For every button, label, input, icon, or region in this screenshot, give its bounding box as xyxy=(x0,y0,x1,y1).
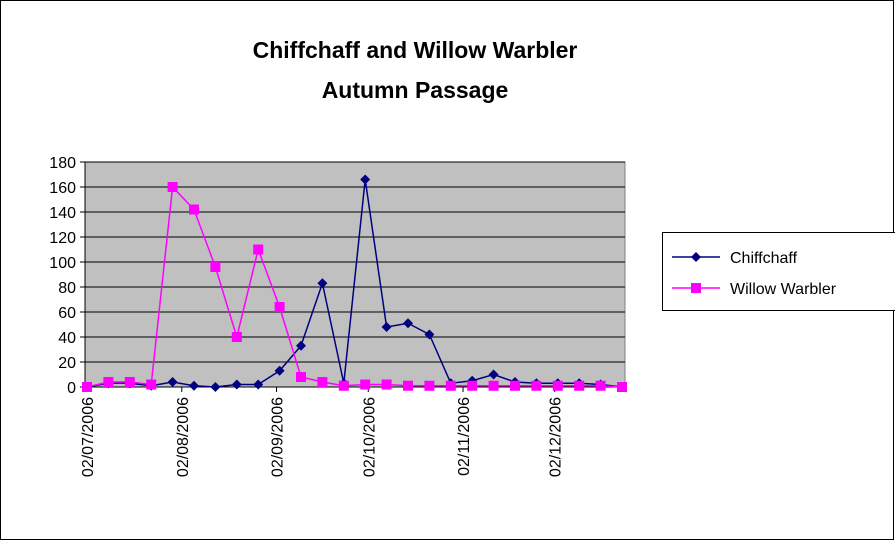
marker xyxy=(189,380,199,391)
y-tick-label: 60 xyxy=(58,305,76,322)
y-tick-label: 120 xyxy=(49,230,76,247)
marker xyxy=(124,377,135,387)
marker xyxy=(403,318,413,329)
marker xyxy=(617,382,627,392)
y-tick-label: 140 xyxy=(49,205,76,222)
marker xyxy=(424,380,435,391)
marker xyxy=(253,379,264,390)
marker xyxy=(531,380,542,391)
marker xyxy=(146,379,157,390)
marker xyxy=(403,380,413,391)
marker xyxy=(488,380,499,391)
marker xyxy=(467,380,478,391)
y-tick-label: 40 xyxy=(58,330,76,347)
marker xyxy=(82,382,92,392)
marker xyxy=(210,262,221,272)
y-tick-label: 160 xyxy=(49,180,76,197)
marker xyxy=(317,377,328,387)
marker xyxy=(691,283,701,293)
marker xyxy=(360,379,371,390)
y-tick-label: 100 xyxy=(49,255,76,272)
marker xyxy=(338,380,349,391)
marker xyxy=(274,302,285,312)
marker xyxy=(231,379,242,390)
marker xyxy=(381,322,392,332)
x-tick-label: 02/08/2006 xyxy=(175,397,192,477)
marker xyxy=(189,204,199,215)
legend xyxy=(662,232,895,311)
marker xyxy=(381,379,392,390)
legend-label: Chiffchaff xyxy=(730,250,798,267)
marker xyxy=(296,372,306,382)
marker xyxy=(360,174,371,185)
x-tick-label: 02/11/2006 xyxy=(456,397,473,476)
marker xyxy=(167,377,178,387)
y-tick-label: 20 xyxy=(58,355,76,372)
marker xyxy=(445,380,456,391)
marker xyxy=(488,369,499,380)
x-tick-label: 02/07/2006 xyxy=(80,397,97,477)
x-tick-label: 02/12/2006 xyxy=(548,397,565,477)
x-tick-label: 02/09/2006 xyxy=(270,397,287,477)
marker xyxy=(103,377,114,387)
marker xyxy=(691,252,701,262)
marker xyxy=(231,332,242,342)
marker xyxy=(317,278,328,289)
marker xyxy=(274,365,285,376)
marker xyxy=(574,380,585,391)
marker xyxy=(510,380,520,391)
chart-title: Autumn Passage xyxy=(322,77,509,103)
chart-title: Chiffchaff and Willow Warbler xyxy=(253,37,578,63)
marker xyxy=(253,244,264,255)
marker xyxy=(552,380,563,391)
marker xyxy=(210,382,221,392)
x-tick-label: 02/10/2006 xyxy=(361,397,378,477)
marker xyxy=(167,182,178,192)
y-tick-label: 80 xyxy=(58,280,76,297)
marker xyxy=(595,380,606,391)
legend-label: Willow Warbler xyxy=(730,281,837,298)
marker xyxy=(424,329,435,340)
y-tick-label: 0 xyxy=(67,380,76,397)
marker xyxy=(296,340,306,351)
y-tick-label: 180 xyxy=(49,155,76,172)
